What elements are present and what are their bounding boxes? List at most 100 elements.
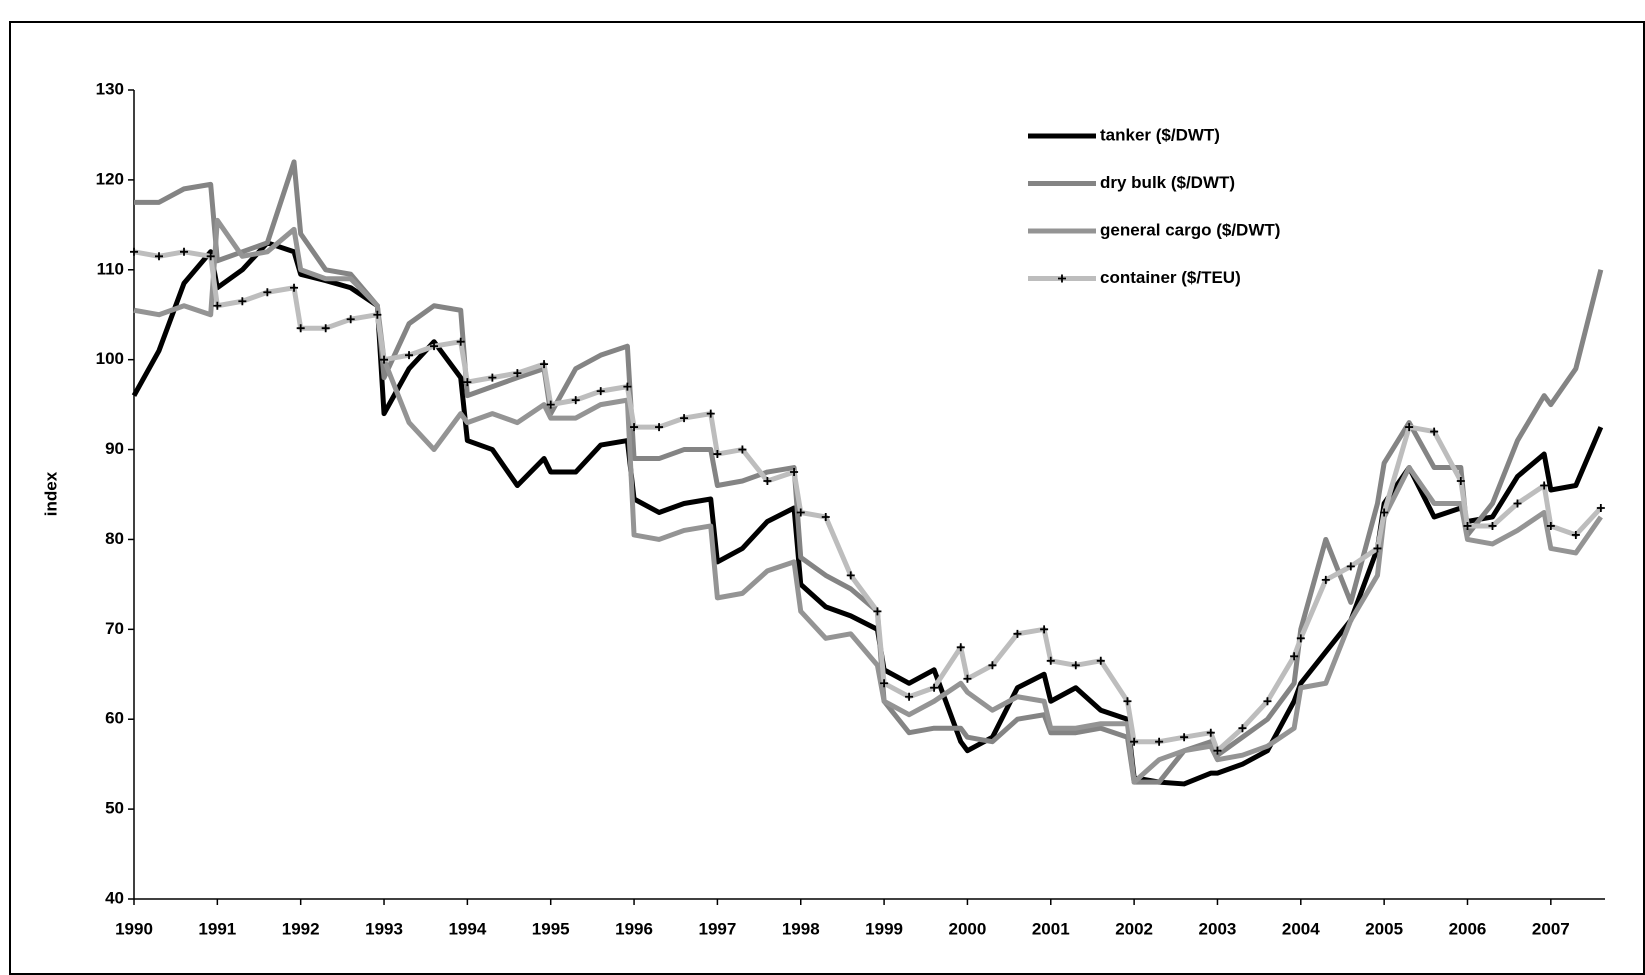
x-tick-label: 2003 [1199,919,1237,938]
marker [1213,746,1222,755]
marker [1571,530,1580,539]
legend-label: dry bulk ($/DWT) [1100,173,1235,192]
y-tick-label: 70 [105,619,124,638]
y-tick-label: 120 [96,169,124,188]
x-tick-label: 1998 [782,919,820,938]
marker [1373,544,1382,553]
marker [655,423,664,432]
marker [1206,728,1215,737]
marker [1290,652,1299,661]
marker [213,301,222,310]
marker [630,423,639,432]
y-tick-label: 80 [105,529,124,548]
marker [738,445,747,454]
marker [1296,634,1305,643]
marker [880,679,889,688]
marker [1463,521,1472,530]
marker [1046,656,1055,665]
x-tick-label: 2001 [1032,919,1070,938]
marker [456,337,465,346]
x-tick-label: 2004 [1282,919,1320,938]
x-tick-label: 1993 [365,919,403,938]
marker [988,661,997,670]
marker [1123,697,1132,706]
y-tick-label: 130 [96,79,124,98]
marker [321,324,330,333]
y-axis-label: index [41,471,60,516]
x-tick-label: 1997 [698,919,736,938]
marker [905,692,914,701]
marker [1596,503,1605,512]
marker [1540,481,1549,490]
marker [1155,737,1164,746]
marker [1346,562,1355,571]
marker [546,400,555,409]
series-line [133,249,1603,754]
marker [680,414,689,423]
x-tick-label: 2005 [1365,919,1403,938]
y-tick-label: 50 [105,799,124,818]
legend-label: container ($/TEU) [1100,268,1241,287]
x-tick-label: 1991 [198,919,236,938]
legend-label: tanker ($/DWT) [1100,125,1220,144]
marker [488,373,497,382]
marker [1040,625,1049,634]
y-tick-label: 100 [96,349,124,368]
marker [296,324,305,333]
marker [1180,733,1189,742]
marker [713,450,722,459]
marker [1380,508,1389,517]
marker [846,571,855,580]
marker [930,683,939,692]
x-tick-label: 1994 [448,919,486,938]
x-tick-label: 2006 [1449,919,1487,938]
marker [1488,521,1497,530]
marker [1263,697,1272,706]
marker [596,387,605,396]
marker [380,355,389,364]
marker [956,643,965,652]
marker [463,378,472,387]
marker [790,468,799,477]
marker [1096,656,1105,665]
legend-label: general cargo ($/DWT) [1100,220,1280,239]
marker [796,508,805,517]
x-tick-label: 1995 [532,919,570,938]
marker [540,360,549,369]
x-tick-label: 1992 [282,919,320,938]
marker [263,288,272,297]
x-tick-label: 1999 [865,919,903,938]
marker [873,607,882,616]
marker [1456,477,1465,486]
marker [1321,575,1330,584]
marker [1013,629,1022,638]
marker [430,342,439,351]
marker [373,310,382,319]
marker [1430,427,1439,436]
marker [763,477,772,486]
x-tick-label: 2002 [1115,919,1153,938]
marker [1130,737,1139,746]
marker [571,396,580,405]
y-tick-label: 110 [97,259,124,278]
marker [155,252,164,261]
marker [1405,423,1414,432]
y-tick-label: 40 [105,888,124,907]
marker [623,382,632,391]
y-tick-label: 90 [105,439,124,458]
x-tick-label: 2007 [1532,919,1570,938]
marker [180,247,189,256]
legend-marker [1058,274,1066,283]
y-tick-label: 60 [105,709,124,728]
marker [821,512,830,521]
marker [1546,521,1555,530]
marker [1071,661,1080,670]
marker [1513,499,1522,508]
x-tick-label: 1990 [115,919,153,938]
marker [513,369,522,378]
marker [290,283,299,292]
marker [963,674,972,683]
chart-frame [9,21,1645,975]
x-tick-label: 2000 [949,919,987,938]
